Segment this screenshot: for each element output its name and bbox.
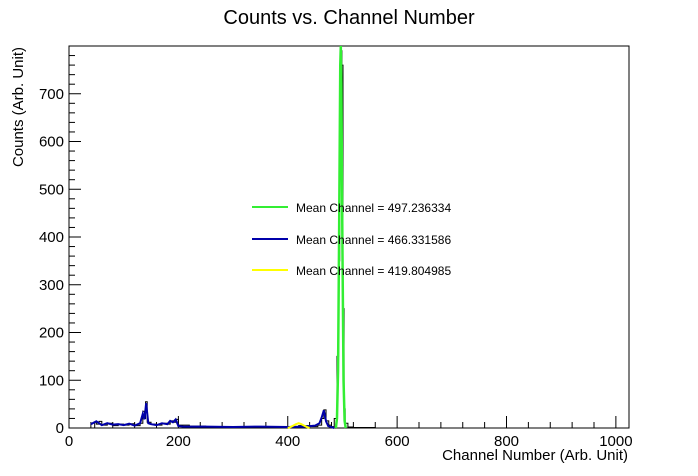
series-line-1 xyxy=(334,45,347,429)
chart-title: Counts vs. Channel Number xyxy=(223,7,475,29)
x-tick-label: 0 xyxy=(65,433,73,450)
legend-entry-3: Mean Channel = 419.804985 xyxy=(296,264,451,278)
x-tick-label: 800 xyxy=(494,433,519,450)
x-tick-label: 600 xyxy=(385,433,410,450)
legend-entry-2: Mean Channel = 466.331586 xyxy=(296,233,451,247)
legend-entry-1: Mean Channel = 497.236334 xyxy=(296,201,451,215)
y-tick-label: 400 xyxy=(39,229,64,246)
x-tick-label: 400 xyxy=(275,433,300,450)
y-tick-label: 500 xyxy=(39,181,64,198)
x-tick-label: 1000 xyxy=(599,433,632,450)
y-tick-label: 300 xyxy=(39,277,64,294)
y-tick-label: 200 xyxy=(39,325,64,342)
y-axis-label: Counts (Arb. Unit) xyxy=(10,47,27,167)
series-line-2 xyxy=(90,403,335,429)
y-tick-label: 700 xyxy=(39,86,64,103)
series-line-3 xyxy=(287,422,310,429)
y-tick-label: 600 xyxy=(39,134,64,151)
x-axis-label: Channel Number (Arb. Unit) xyxy=(442,447,628,464)
y-tick-label: 100 xyxy=(39,372,64,389)
x-tick-label: 200 xyxy=(166,433,191,450)
y-tick-label: 0 xyxy=(56,420,64,437)
